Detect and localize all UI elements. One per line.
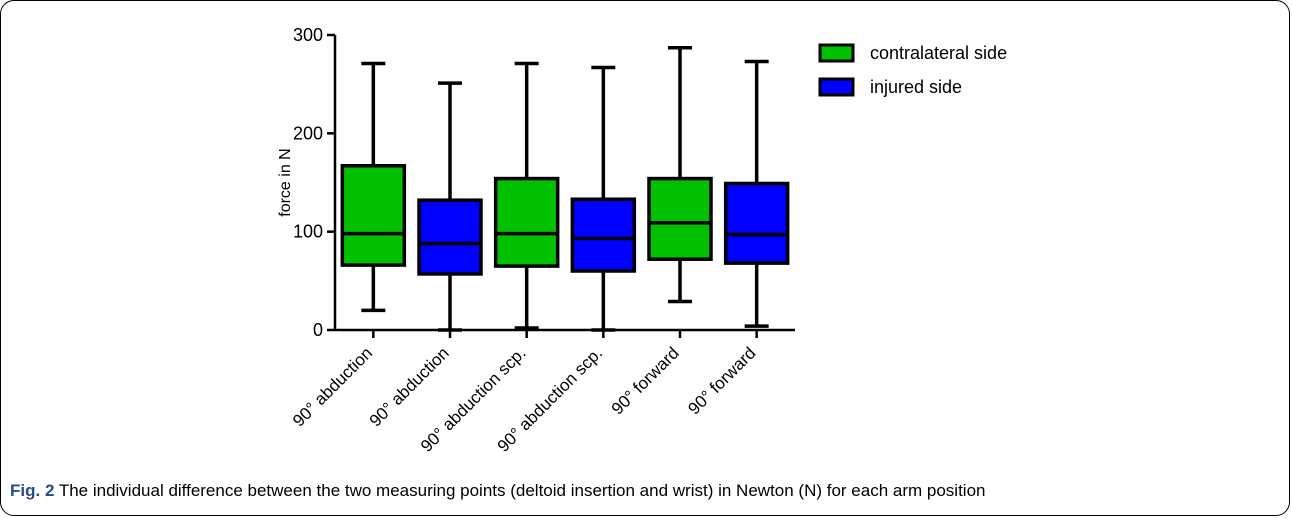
iqr-box xyxy=(723,181,790,265)
legend-swatch xyxy=(818,77,855,97)
box-4 xyxy=(570,65,637,332)
box-3 xyxy=(493,61,560,330)
box-1 xyxy=(340,61,407,313)
legend-label: injured side xyxy=(870,77,962,97)
caption-label: Fig. 2 xyxy=(10,481,55,500)
legend: contralateral side injured side xyxy=(818,43,1007,97)
figure-caption: Fig. 2 The individual difference between… xyxy=(10,481,985,501)
legend-swatch xyxy=(818,43,855,63)
iqr-box xyxy=(647,176,713,261)
y-tick-label: 300 xyxy=(293,25,323,45)
iqr-box xyxy=(340,164,407,267)
legend-label: contralateral side xyxy=(870,43,1007,63)
y-axis: 0 100 200 300 xyxy=(293,25,337,340)
box-2 xyxy=(417,81,483,332)
x-tick-label: 90° abduction xyxy=(366,343,453,430)
boxes-group xyxy=(340,46,790,332)
iqr-box xyxy=(417,198,483,276)
x-tick-label: 90° abduction xyxy=(289,343,376,430)
y-tick-label: 100 xyxy=(293,222,323,242)
x-tick-label: 90° forward xyxy=(608,343,683,418)
y-axis-label: force in N xyxy=(277,148,294,216)
x-tick-label: 90° forward xyxy=(684,343,759,418)
box-5 xyxy=(647,46,713,304)
iqr-box xyxy=(493,176,560,268)
box-6 xyxy=(723,59,790,328)
y-tick-label: 200 xyxy=(293,123,323,143)
iqr-box xyxy=(570,197,637,273)
caption-text: The individual difference between the tw… xyxy=(54,481,986,500)
y-tick-label: 0 xyxy=(313,320,323,340)
